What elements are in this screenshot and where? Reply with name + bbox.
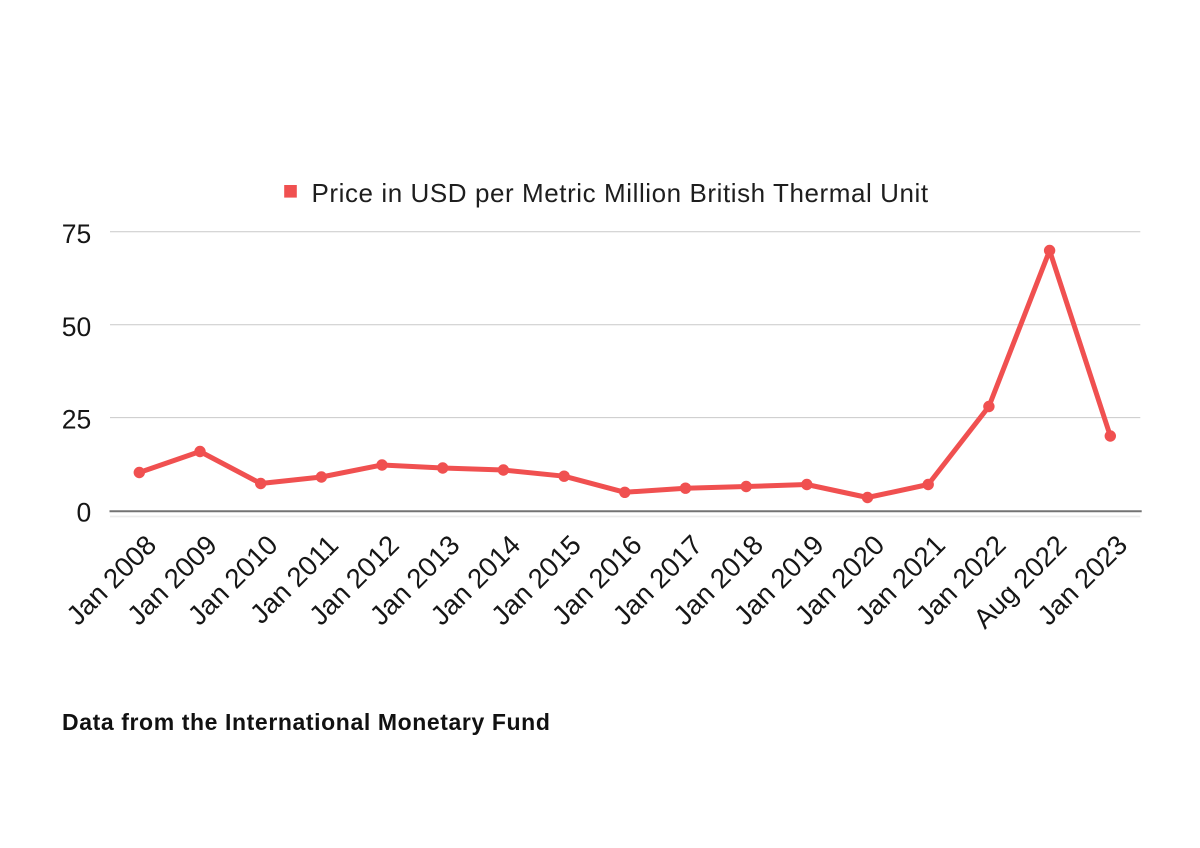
svg-text:75: 75 bbox=[62, 219, 91, 249]
svg-text:Data from the International Mo: Data from the International Monetary Fun… bbox=[62, 709, 550, 735]
svg-text:25: 25 bbox=[62, 405, 91, 435]
svg-text:Price in USD per Metric Millio: Price in USD per Metric Million British … bbox=[312, 178, 929, 208]
svg-text:0: 0 bbox=[76, 498, 91, 528]
svg-text:50: 50 bbox=[62, 312, 91, 342]
